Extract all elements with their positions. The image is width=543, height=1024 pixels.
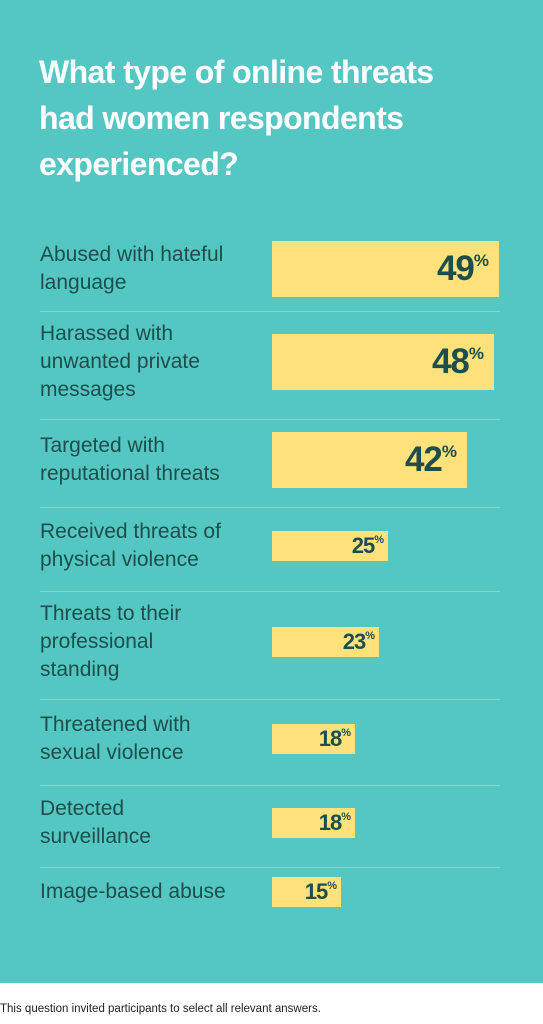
category-label: Targeted with reputational threats [40, 434, 220, 485]
value-unit: % [365, 630, 375, 642]
value-number: 15 [304, 879, 329, 904]
value-number: 18 [318, 810, 343, 835]
row-divider [40, 867, 500, 868]
bar-chart: Abused with hateful language 49% Harassed … [0, 233, 543, 922]
value-label: 23% [343, 629, 375, 655]
value-unit: % [473, 251, 489, 270]
value-label: 42% [405, 440, 457, 480]
category-label: Image-based abuse [40, 880, 226, 903]
bar: 15% [272, 877, 341, 907]
value-unit: % [468, 344, 484, 363]
chart-panel: What type of online threats had women re… [0, 0, 543, 983]
category-label: Detected surveillance [40, 797, 151, 848]
bar: 25% [272, 531, 388, 561]
value-label: 25% [352, 533, 384, 559]
bar: 48% [272, 334, 494, 390]
bar-row: Targeted with reputational threats 42% [0, 420, 543, 506]
row-divider [40, 311, 500, 312]
chart-title: What type of online threats had women re… [39, 54, 434, 182]
bar-row: Image-based abuse 15% [0, 868, 543, 922]
value-number: 18 [318, 726, 343, 751]
row-divider [40, 419, 500, 420]
value-label: 18% [319, 726, 351, 752]
row-divider [40, 785, 500, 786]
bar-row: Threats to their professional standing 23… [0, 592, 543, 698]
category-label: Received threats of physical violence [40, 520, 221, 571]
value-number: 23 [342, 629, 367, 654]
value-unit: % [341, 727, 351, 739]
bar: 18% [272, 724, 355, 754]
value-number: 49 [436, 249, 475, 288]
bar: 23% [272, 627, 379, 657]
value-label: 15% [305, 879, 337, 905]
row-divider [40, 507, 500, 508]
bar: 49% [272, 241, 499, 297]
bar: 18% [272, 808, 355, 838]
category-label: Harassed with unwanted private messages [40, 322, 200, 401]
value-number: 48 [431, 342, 470, 381]
value-unit: % [441, 442, 457, 461]
value-label: 49% [437, 249, 489, 289]
bar-row: Threatened with sexual violence 18% [0, 700, 543, 784]
category-label: Threatened with sexual violence [40, 713, 191, 764]
bar-row: Received threats of physical violence 25% [0, 508, 543, 590]
value-number: 25 [351, 533, 376, 558]
value-unit: % [341, 811, 351, 823]
value-unit: % [327, 880, 337, 892]
category-label: Threats to their professional standing [40, 602, 182, 681]
footnote: This question invited participants to se… [0, 1003, 321, 1015]
bar: 42% [272, 432, 467, 488]
value-label: 18% [319, 810, 351, 836]
value-label: 48% [432, 342, 484, 382]
bar-row: Detected surveillance 18% [0, 786, 543, 866]
category-label: Abused with hateful language [40, 243, 224, 294]
row-divider [40, 699, 500, 700]
bar-row: Harassed with unwanted private messages 4… [0, 312, 543, 418]
bar-row: Abused with hateful language 49% [0, 233, 543, 310]
value-number: 42 [404, 440, 443, 479]
row-divider [40, 591, 500, 592]
value-unit: % [374, 534, 384, 546]
